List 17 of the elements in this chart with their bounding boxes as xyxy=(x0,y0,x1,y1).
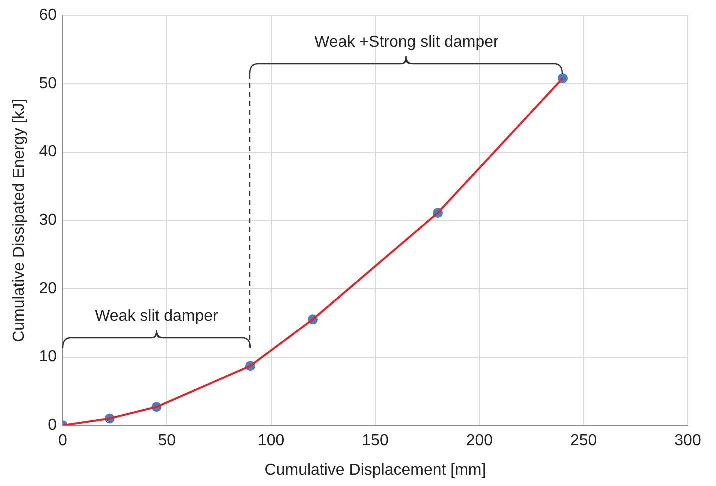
y-tick-label: 0 xyxy=(48,417,58,434)
annotation: Weak slit damper xyxy=(95,308,218,326)
y-axis-title: Cumulative Dissipated Energy [kJ] xyxy=(11,98,28,342)
x-tick-label: 300 xyxy=(674,432,702,450)
x-tick-label: 100 xyxy=(258,432,285,450)
x-tick-label: 200 xyxy=(466,432,494,450)
x-tick-label: 50 xyxy=(158,432,176,450)
x-axis-title: Cumulative Displacement [mm] xyxy=(264,462,486,479)
y-tick-label: 20 xyxy=(39,280,58,298)
y-tick-label: 60 xyxy=(39,7,58,24)
annotation: Weak +Strong slit damper xyxy=(314,34,499,52)
y-tick-label: 40 xyxy=(39,144,58,161)
y-tick-label: 30 xyxy=(39,212,58,230)
y-tick-label: 50 xyxy=(39,75,58,92)
y-tick-label: 10 xyxy=(39,348,58,366)
x-tick-label: 150 xyxy=(362,432,389,450)
x-tick-label: 250 xyxy=(570,432,598,450)
